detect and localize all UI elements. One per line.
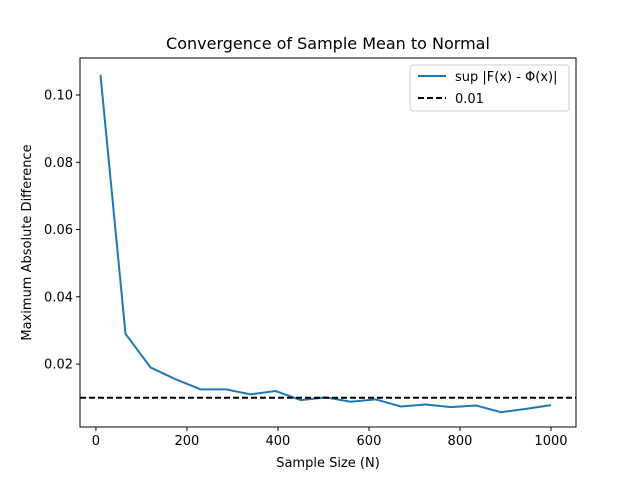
legend-box: [409, 64, 570, 112]
legend: sup |F(x) - Φ(x)| 0.01: [409, 64, 570, 112]
x-tick-label: 0: [92, 434, 100, 449]
legend-label-series-0: sup |F(x) - Φ(x)|: [455, 70, 558, 85]
y-axis-label: Maximum Absolute Difference: [20, 144, 35, 340]
legend-label-series-1: 0.01: [455, 92, 484, 107]
x-tick-label: 200: [175, 434, 200, 449]
x-tick-label: 1000: [534, 434, 567, 449]
axes-frame: [79, 57, 577, 428]
y-tick-label: 0.10: [44, 89, 73, 104]
y-tick-label: 0.06: [44, 223, 73, 238]
series-layer: [80, 74, 576, 414]
y-tick-label: 0.02: [44, 358, 73, 373]
y-tick-label: 0.08: [44, 156, 73, 171]
y-tick-label: 0.04: [44, 290, 73, 305]
axis-ticks: 0 200 400 600 800 1000 0.02 0.04 0.06 0.08 0.10: [44, 89, 567, 449]
x-tick-label: 400: [266, 434, 291, 449]
x-axis-label: Sample Size (N): [276, 456, 380, 471]
chart-title: Convergence of Sample Mean to Normal: [166, 34, 490, 53]
x-tick-label: 800: [448, 434, 473, 449]
x-tick-label: 600: [357, 434, 382, 449]
